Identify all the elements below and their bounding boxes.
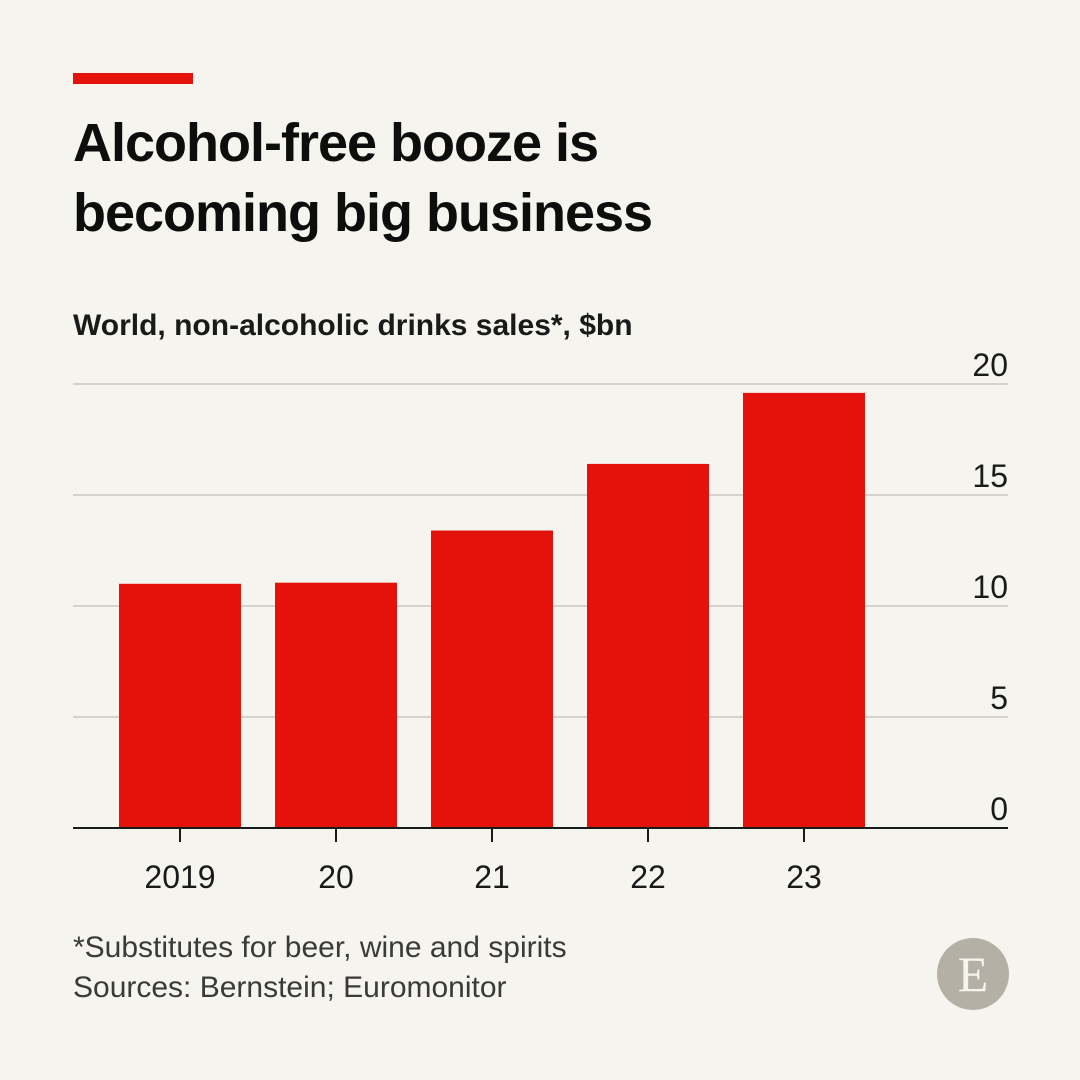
bar-20 — [275, 582, 397, 828]
x-axis — [73, 827, 1008, 842]
y-tick-label: 15 — [972, 458, 1008, 494]
bar-2019 — [119, 583, 241, 828]
bars — [119, 392, 865, 828]
chart-subtitle: World, non-alcoholic drinks sales*, $bn — [73, 309, 633, 342]
x-tick-label: 20 — [318, 859, 354, 895]
y-tick-label: 20 — [972, 347, 1008, 383]
footnote-text: *Substitutes for beer, wine and spirits — [73, 931, 567, 964]
x-tick-label: 21 — [474, 859, 510, 895]
x-tick-label: 22 — [630, 859, 666, 895]
x-tick-label: 23 — [786, 859, 822, 895]
x-tick-labels: 2019 20 21 22 23 — [144, 859, 821, 895]
bar-chart: 0 5 10 15 20 2019 20 21 22 23 — [73, 347, 1008, 895]
y-tick-label: 5 — [990, 680, 1008, 716]
y-tick-label: 0 — [990, 791, 1008, 827]
bar-21 — [431, 530, 553, 828]
chart-title-line-1: Alcohol-free booze is — [73, 113, 599, 173]
bar-23 — [743, 392, 865, 828]
y-tick-labels: 0 5 10 15 20 — [972, 347, 1008, 827]
bar-22 — [587, 463, 709, 828]
chart-title-line-2: becoming big business — [73, 183, 653, 243]
sources-text: Sources: Bernstein; Euromonitor — [73, 971, 507, 1004]
chart-title: Alcohol-free booze is becoming big busin… — [73, 108, 1013, 248]
accent-bar — [73, 73, 193, 84]
economist-logo-icon: E — [937, 938, 1009, 1010]
x-tick-label: 2019 — [144, 859, 215, 895]
footnote-block: *Substitutes for beer, wine and spirits … — [73, 928, 567, 1008]
y-tick-label: 10 — [972, 569, 1008, 605]
